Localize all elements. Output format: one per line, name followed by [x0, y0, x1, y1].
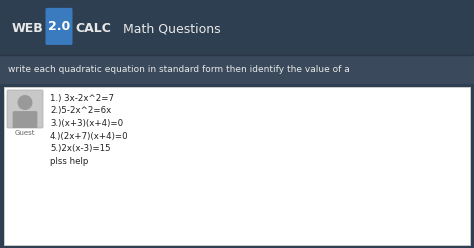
- Text: Math Questions: Math Questions: [115, 22, 220, 35]
- Text: CALC: CALC: [75, 22, 111, 35]
- Text: 3.)(x+3)(x+4)=0: 3.)(x+3)(x+4)=0: [50, 119, 123, 128]
- Text: 1.) 3x-2x^2=7: 1.) 3x-2x^2=7: [50, 94, 114, 103]
- Text: WEB: WEB: [12, 22, 44, 35]
- Text: plss help: plss help: [50, 156, 88, 165]
- Text: 4.)(2x+7)(x+4)=0: 4.)(2x+7)(x+4)=0: [50, 131, 128, 141]
- Text: Guest: Guest: [15, 130, 35, 136]
- FancyBboxPatch shape: [46, 8, 73, 45]
- Bar: [0, 55, 474, 84]
- Bar: [0, 0, 474, 55]
- Text: 5.)2x(x-3)=15: 5.)2x(x-3)=15: [50, 144, 110, 153]
- Text: 2.)5-2x^2=6x: 2.)5-2x^2=6x: [50, 106, 111, 116]
- Text: write each quadratic equation in standard form then identify the value of a: write each quadratic equation in standar…: [8, 65, 350, 74]
- FancyBboxPatch shape: [7, 90, 43, 128]
- Text: 2.0: 2.0: [48, 20, 70, 33]
- FancyBboxPatch shape: [13, 111, 37, 128]
- Circle shape: [18, 95, 33, 110]
- Bar: [4, 87, 470, 245]
